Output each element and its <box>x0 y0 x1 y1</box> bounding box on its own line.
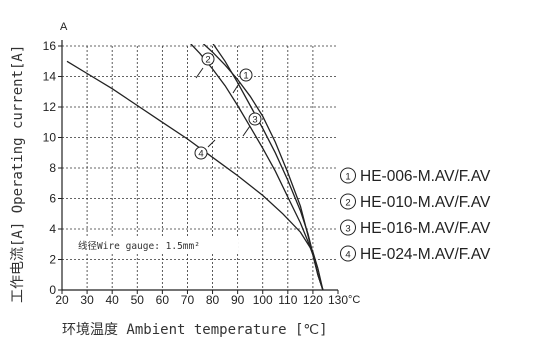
legend-marker-circle <box>340 245 356 262</box>
legend-entry-1: HE-006-M.AV/F.AV <box>360 168 491 185</box>
x-tick-label: 70 <box>181 293 195 307</box>
x-tick-label: 130 <box>328 293 348 307</box>
legend-entry-3: HE-016-M.AV/F.AV <box>360 220 491 237</box>
series-marker-2: 2 <box>205 55 210 66</box>
x-axis-title: 环境温度 Ambient temperature [℃] <box>62 322 328 338</box>
x-tick-label: 50 <box>131 293 145 307</box>
series-line-4 <box>66 60 324 290</box>
series-lines <box>66 44 324 290</box>
x-tick-label: 120 <box>303 293 323 307</box>
legend-marker-circle <box>340 167 356 184</box>
legend-marker-3: 3 <box>345 224 350 235</box>
y-tick-label: 16 <box>43 39 57 53</box>
marker-leader <box>232 81 241 94</box>
x-tick-label: 60 <box>156 293 170 307</box>
wire-gauge-text: 线径Wire gauge: 1.5mm² <box>78 240 200 252</box>
y-tick-label: 6 <box>49 192 56 206</box>
legend-entry-4: HE-024-M.AV/F.AV <box>360 246 491 263</box>
y-tick-labels: 0 2 4 6 8 10 12 14 16 <box>43 39 57 297</box>
y-unit-label: A <box>60 21 68 33</box>
marker-circle <box>239 68 253 82</box>
plot-axes <box>58 40 339 294</box>
marker-circle <box>194 146 208 160</box>
legend-marker-circle <box>340 193 356 210</box>
series-marker-4: 4 <box>198 149 203 160</box>
marker-circle <box>248 112 262 126</box>
y-axis-title: 工作电流[A] Operating current[A] <box>10 45 26 303</box>
y-tick-label: 10 <box>43 131 57 145</box>
series-marker-3: 3 <box>252 115 257 126</box>
legend-entry-2: HE-010-M.AV/F.AV <box>360 194 491 211</box>
x-tick-label: 20 <box>55 293 69 307</box>
marker-leader <box>195 67 204 79</box>
x-tick-label: 100 <box>253 293 273 307</box>
x-tick-labels: 20 30 40 50 60 70 80 90 100 110 120 130 <box>55 293 348 307</box>
x-tick-label: 80 <box>206 293 220 307</box>
series-line-3 <box>212 44 324 290</box>
x-tick-label: 40 <box>106 293 120 307</box>
wire-gauge-note: 线径Wire gauge: 1.5mm² <box>74 236 238 254</box>
marker-leader <box>207 139 216 148</box>
series-marker-1: 1 <box>243 71 248 82</box>
y-tick-label: 4 <box>49 222 56 236</box>
marker-circle <box>201 52 215 66</box>
y-tick-label: 12 <box>43 100 57 114</box>
legend-marker-4: 4 <box>345 250 350 261</box>
legend-marker-2: 2 <box>345 198 350 209</box>
x-unit-label: °C <box>348 294 360 306</box>
y-tick-label: 2 <box>49 253 56 267</box>
y-tick-label: 8 <box>49 161 56 175</box>
plot-grid <box>62 45 338 290</box>
x-tick-label: 90 <box>231 293 245 307</box>
x-tick-label: 30 <box>80 293 94 307</box>
marker-leader <box>242 125 251 137</box>
series-markers: 2 1 3 4 <box>194 52 262 160</box>
legend-marker-circle <box>340 219 356 236</box>
y-tick-label: 0 <box>49 283 56 297</box>
legend: 1 HE-006-M.AV/F.AV 2 HE-010-M.AV/F.AV 3 HE-01… <box>340 167 491 263</box>
y-tick-label: 14 <box>43 70 57 84</box>
legend-marker-1: 1 <box>345 172 350 183</box>
x-tick-label: 110 <box>278 293 297 307</box>
